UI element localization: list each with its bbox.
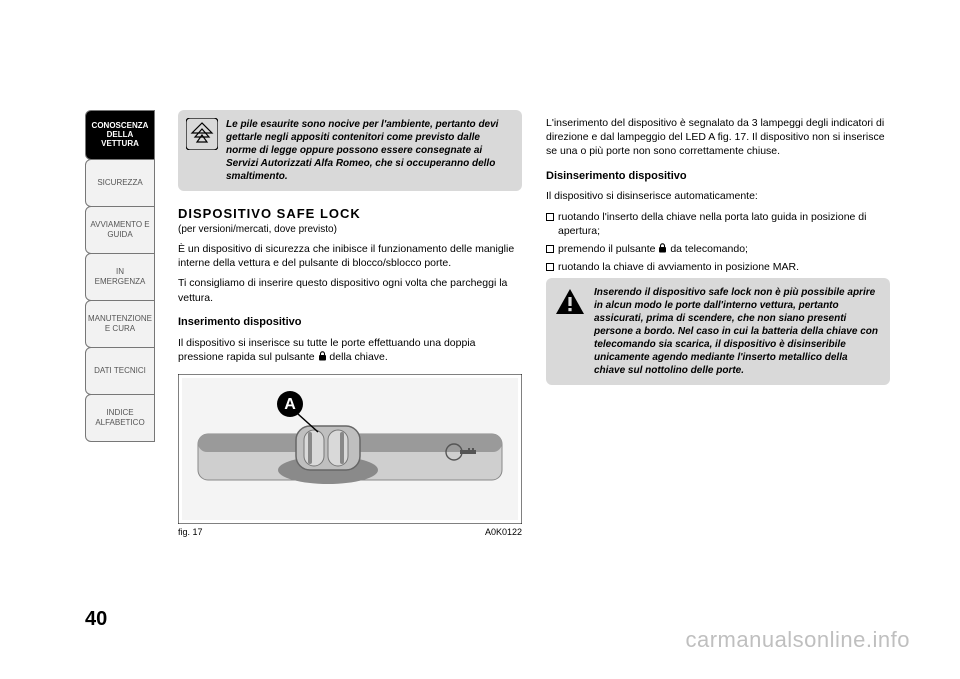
figure-code: A0K0122 — [485, 526, 522, 538]
figure-17: A fig. 17 A0K0122 — [178, 374, 522, 538]
subheading: Disinserimento dispositivo — [546, 169, 890, 184]
page-number: 40 — [85, 608, 107, 631]
tab-label: SICUREZZA — [97, 178, 142, 187]
body-text: È un dispositivo di sicurezza che inibis… — [178, 242, 522, 270]
text-run: premendo il pulsante — [558, 243, 658, 255]
text-run: da telecomando; — [667, 243, 748, 255]
tab-manutenzione[interactable]: MANUTENZIONE E CURA — [85, 300, 155, 348]
bullet-list: ruotando l'inserto della chiave nella po… — [546, 210, 890, 275]
tab-avviamento[interactable]: AVVIAMENTO E GUIDA — [85, 206, 155, 254]
manual-page: CONOSCENZA DELLA VETTURA SICUREZZA AVVIA… — [0, 0, 960, 679]
lock-icon — [318, 351, 327, 361]
warning-callout: Inserendo il dispositivo safe lock non è… — [546, 278, 890, 385]
list-item: premendo il pulsante da telecomando; — [546, 242, 890, 256]
warning-icon — [554, 286, 586, 318]
environment-callout: Le pile esaurite sono nocive per l'ambie… — [178, 110, 522, 191]
heading-subnote: (per versioni/mercati, dove previsto) — [178, 223, 522, 237]
tab-label: IN EMERGENZA — [90, 267, 150, 285]
left-column: Le pile esaurite sono nocive per l'ambie… — [178, 110, 522, 538]
tab-label: AVVIAMENTO E GUIDA — [90, 220, 150, 238]
figure-marker-a: A — [284, 396, 296, 413]
body-text: L'inserimento del dispositivo è segnalat… — [546, 116, 890, 159]
list-item: ruotando la chiave di avviamento in posi… — [546, 260, 890, 274]
tab-emergenza[interactable]: IN EMERGENZA — [85, 253, 155, 301]
tab-label: MANUTENZIONE E CURA — [88, 314, 152, 332]
tab-sicurezza[interactable]: SICUREZZA — [85, 159, 155, 207]
figure-caption: fig. 17 A0K0122 — [178, 526, 522, 538]
tab-label: DATI TECNICI — [94, 366, 146, 375]
watermark: carmanualsonline.info — [685, 627, 910, 653]
subheading: Inserimento dispositivo — [178, 315, 522, 330]
content-columns: Le pile esaurite sono nocive per l'ambie… — [178, 110, 890, 538]
tab-conoscenza[interactable]: CONOSCENZA DELLA VETTURA — [85, 110, 155, 160]
tab-label: INDICE ALFABETICO — [90, 408, 150, 426]
callout-text: Inserendo il dispositivo safe lock non è… — [594, 287, 878, 376]
list-item: ruotando l'inserto della chiave nella po… — [546, 210, 890, 238]
tab-label: CONOSCENZA DELLA VETTURA — [90, 121, 150, 149]
tab-indice[interactable]: INDICE ALFABETICO — [85, 394, 155, 442]
right-column: L'inserimento del dispositivo è segnalat… — [546, 110, 890, 538]
body-text: Il dispositivo si inserisce su tutte le … — [178, 336, 522, 364]
body-text: Ti consigliamo di inserire questo dispos… — [178, 276, 522, 304]
recycle-icon — [186, 118, 218, 150]
section-heading: DISPOSITIVO SAFE LOCK — [178, 205, 522, 223]
callout-text: Le pile esaurite sono nocive per l'ambie… — [226, 119, 498, 182]
section-tabs: CONOSCENZA DELLA VETTURA SICUREZZA AVVIA… — [85, 110, 155, 441]
figure-label: fig. 17 — [178, 526, 203, 538]
body-text: Il dispositivo si disinserisce automatic… — [546, 189, 890, 203]
text-run: della chiave. — [327, 351, 388, 363]
tab-dati-tecnici[interactable]: DATI TECNICI — [85, 347, 155, 395]
